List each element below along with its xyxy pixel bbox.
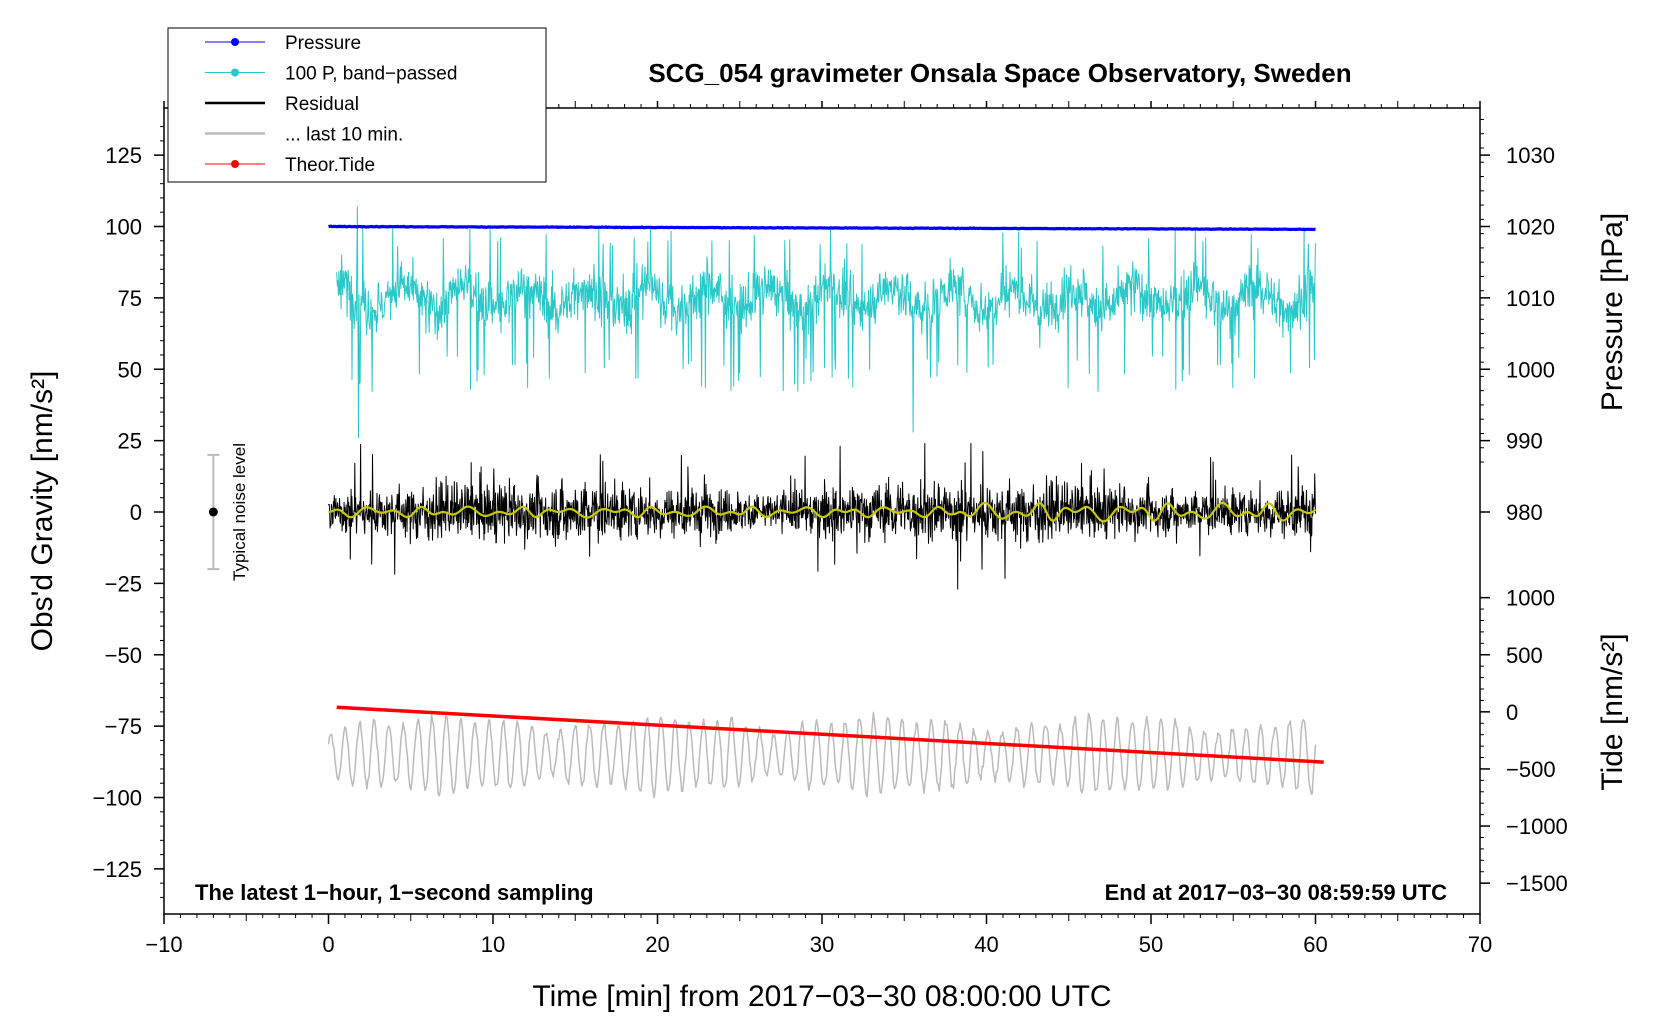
tide-ticks: 1000 500 0 −500 −1000 −1500 bbox=[1480, 586, 1568, 896]
legend-label: 100 P, band−passed bbox=[285, 64, 457, 85]
y-left-tick-label: 25 bbox=[118, 429, 142, 454]
chart-title: SCG_054 gravimeter Onsala Space Observat… bbox=[648, 58, 1351, 88]
x-tick-label: 10 bbox=[481, 932, 505, 957]
y-left-tick-label: 75 bbox=[118, 286, 142, 311]
legend-label: Pressure bbox=[285, 33, 361, 54]
noise-level-label: Typical noise level bbox=[230, 443, 249, 581]
x-tick-label: 40 bbox=[974, 932, 998, 957]
series-pressure bbox=[328, 224, 1316, 232]
series-residual bbox=[328, 443, 1316, 590]
legend-items: Pressure 100 P, band−passed Residual ... la… bbox=[205, 33, 457, 176]
series-band-passed-pressure bbox=[336, 206, 1316, 439]
y-left-tick-label: 0 bbox=[130, 500, 142, 525]
annotation-right: End at 2017−03−30 08:59:59 UTC bbox=[1105, 880, 1448, 905]
pressure-ticks: 1030 1020 1010 1000 990 980 bbox=[1480, 118, 1555, 525]
x-tick-label: 30 bbox=[810, 932, 834, 957]
noise-level-bar bbox=[207, 453, 220, 571]
pressure-tick-label: 1000 bbox=[1506, 357, 1555, 382]
pressure-tick-label: 980 bbox=[1506, 500, 1543, 525]
x-tick-label: −10 bbox=[145, 932, 182, 957]
pressure-tick-label: 1030 bbox=[1506, 143, 1555, 168]
y-left-tick-label: 125 bbox=[105, 143, 142, 168]
series-theor-tide bbox=[336, 705, 1324, 764]
y-left-tick-label: 100 bbox=[105, 215, 142, 240]
legend-marker bbox=[231, 160, 239, 168]
y-left-ticks: 125 100 75 50 25 0 −25 −50 −75 −100 −125 bbox=[92, 126, 164, 898]
x-tick-label: 20 bbox=[645, 932, 669, 957]
y-left-tick-label: −25 bbox=[105, 571, 142, 596]
legend-marker bbox=[231, 38, 239, 46]
legend-label: ... last 10 min. bbox=[285, 125, 403, 146]
pressure-tick-label: 990 bbox=[1506, 429, 1543, 454]
legend-box bbox=[167, 27, 547, 183]
x-tick-label: 60 bbox=[1303, 932, 1327, 957]
tide-tick-label: 0 bbox=[1506, 700, 1518, 725]
series-residual-smoothed bbox=[328, 501, 1317, 523]
annotation-left: The latest 1−hour, 1−second sampling bbox=[195, 880, 594, 905]
y-axis-label-pressure: Pressure [hPa] bbox=[1596, 213, 1629, 411]
y-left-tick-label: −50 bbox=[105, 643, 142, 668]
pressure-tick-label: 1020 bbox=[1506, 215, 1555, 240]
x-axis-label: Time [min] from 2017−03−30 08:00:00 UTC bbox=[532, 980, 1111, 1013]
tide-tick-label: −1000 bbox=[1506, 814, 1568, 839]
x-tick-label: 50 bbox=[1139, 932, 1163, 957]
y-left-tick-label: 50 bbox=[118, 357, 142, 382]
legend-label: Residual bbox=[285, 94, 359, 115]
tide-tick-label: 1000 bbox=[1506, 586, 1555, 611]
y-axis-label-left: Obs'd Gravity [nm/s²] bbox=[26, 371, 59, 652]
noise-bar-center bbox=[208, 507, 218, 517]
x-ticks: −10 0 10 20 30 40 50 60 70 bbox=[145, 101, 1492, 957]
y-left-tick-label: −100 bbox=[92, 786, 142, 811]
tide-tick-label: −1500 bbox=[1506, 871, 1568, 896]
y-axis-label-tide: Tide [nm/s²] bbox=[1596, 633, 1629, 790]
tide-tick-label: 500 bbox=[1506, 643, 1543, 668]
tide-tick-label: −500 bbox=[1506, 757, 1556, 782]
pressure-tick-label: 1010 bbox=[1506, 286, 1555, 311]
legend-marker bbox=[231, 68, 239, 77]
legend: Pressure 100 P, band−passed Residual ... la… bbox=[167, 27, 547, 183]
series-layer bbox=[327, 206, 1324, 799]
x-tick-label: 70 bbox=[1468, 932, 1492, 957]
y-left-tick-label: −125 bbox=[92, 857, 142, 882]
y-left-tick-label: −75 bbox=[105, 714, 142, 739]
legend-label: Theor.Tide bbox=[285, 155, 375, 176]
series-last-10-min bbox=[327, 711, 1317, 799]
x-tick-label: 0 bbox=[322, 932, 334, 957]
